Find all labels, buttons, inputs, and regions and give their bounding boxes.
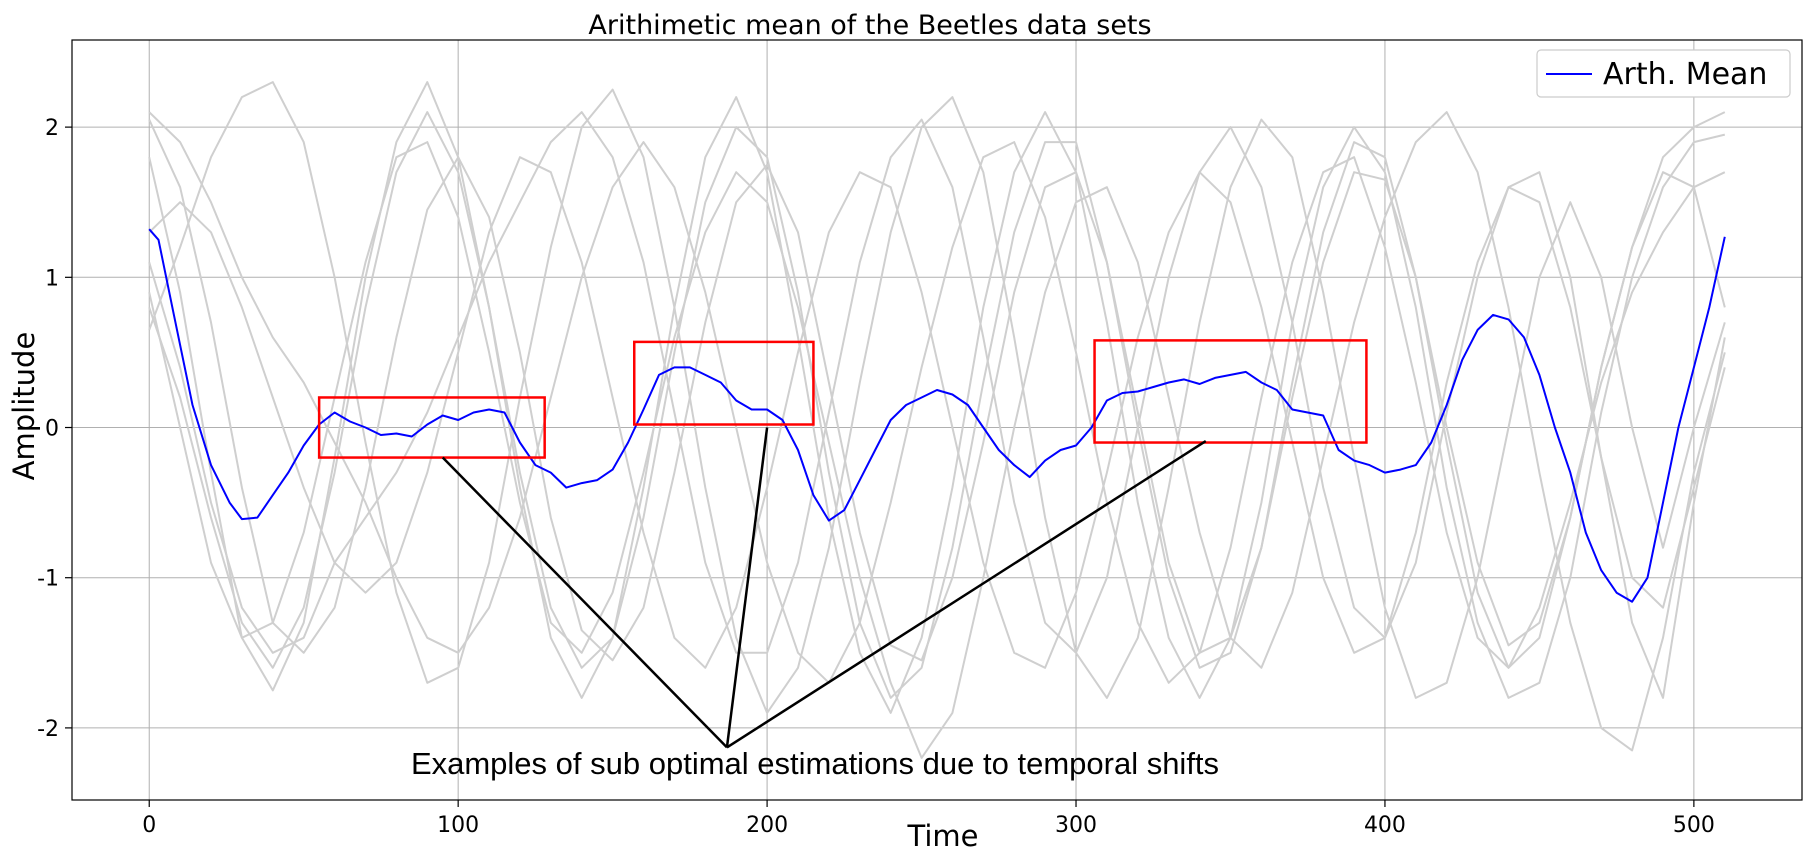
y-tick-label: -1	[37, 567, 59, 592]
legend-label-arth-mean: Arth. Mean	[1603, 57, 1767, 92]
highlight-box	[633, 340, 815, 426]
plot-frame	[71, 39, 1803, 801]
y-tick-label: 1	[45, 266, 59, 291]
background-series-line	[148, 156, 1726, 669]
background-series-line	[148, 111, 1726, 662]
mean-series-group	[148, 228, 1726, 603]
background-series-line	[148, 111, 1726, 684]
y-axis-label: Amplitude	[7, 332, 41, 481]
annotation-pointer-line	[725, 427, 769, 748]
background-series-line	[148, 111, 1726, 699]
highlight-boxes	[317, 339, 1368, 459]
background-series-line	[148, 111, 1726, 699]
x-axis-label: Time	[907, 819, 979, 853]
y-tick-label: -2	[37, 717, 59, 742]
chart-title: Arithimetic mean of the Beetles data set…	[588, 10, 1151, 41]
highlight-box	[1093, 339, 1368, 444]
annotation-text: Examples of sub optimal estimations due …	[411, 746, 1219, 781]
background-series-group	[148, 81, 1726, 759]
background-series-line	[148, 81, 1726, 714]
background-series-line	[148, 81, 1726, 714]
highlight-box	[317, 396, 546, 459]
x-tick-label: 300	[1055, 813, 1097, 838]
annotation-group	[441, 427, 1207, 749]
x-tick-label: 0	[142, 813, 156, 838]
mean-series-line	[148, 228, 1726, 603]
x-tick-label: 400	[1364, 813, 1406, 838]
legend-box	[1536, 49, 1791, 98]
annotation-pointer-line	[726, 439, 1207, 749]
background-series-line	[148, 111, 1726, 759]
x-tick-label: 100	[437, 813, 479, 838]
annotation-pointer-line	[441, 456, 728, 749]
x-tick-label: 200	[746, 813, 788, 838]
legend: Arth. Mean	[1536, 49, 1791, 98]
axis-ticks: 0 100 200 300 400 500 2 1 0 -1 -2	[37, 116, 1715, 838]
y-tick-label: 0	[45, 417, 59, 442]
y-tick-label: 2	[45, 116, 59, 141]
x-tick-label: 500	[1673, 813, 1715, 838]
